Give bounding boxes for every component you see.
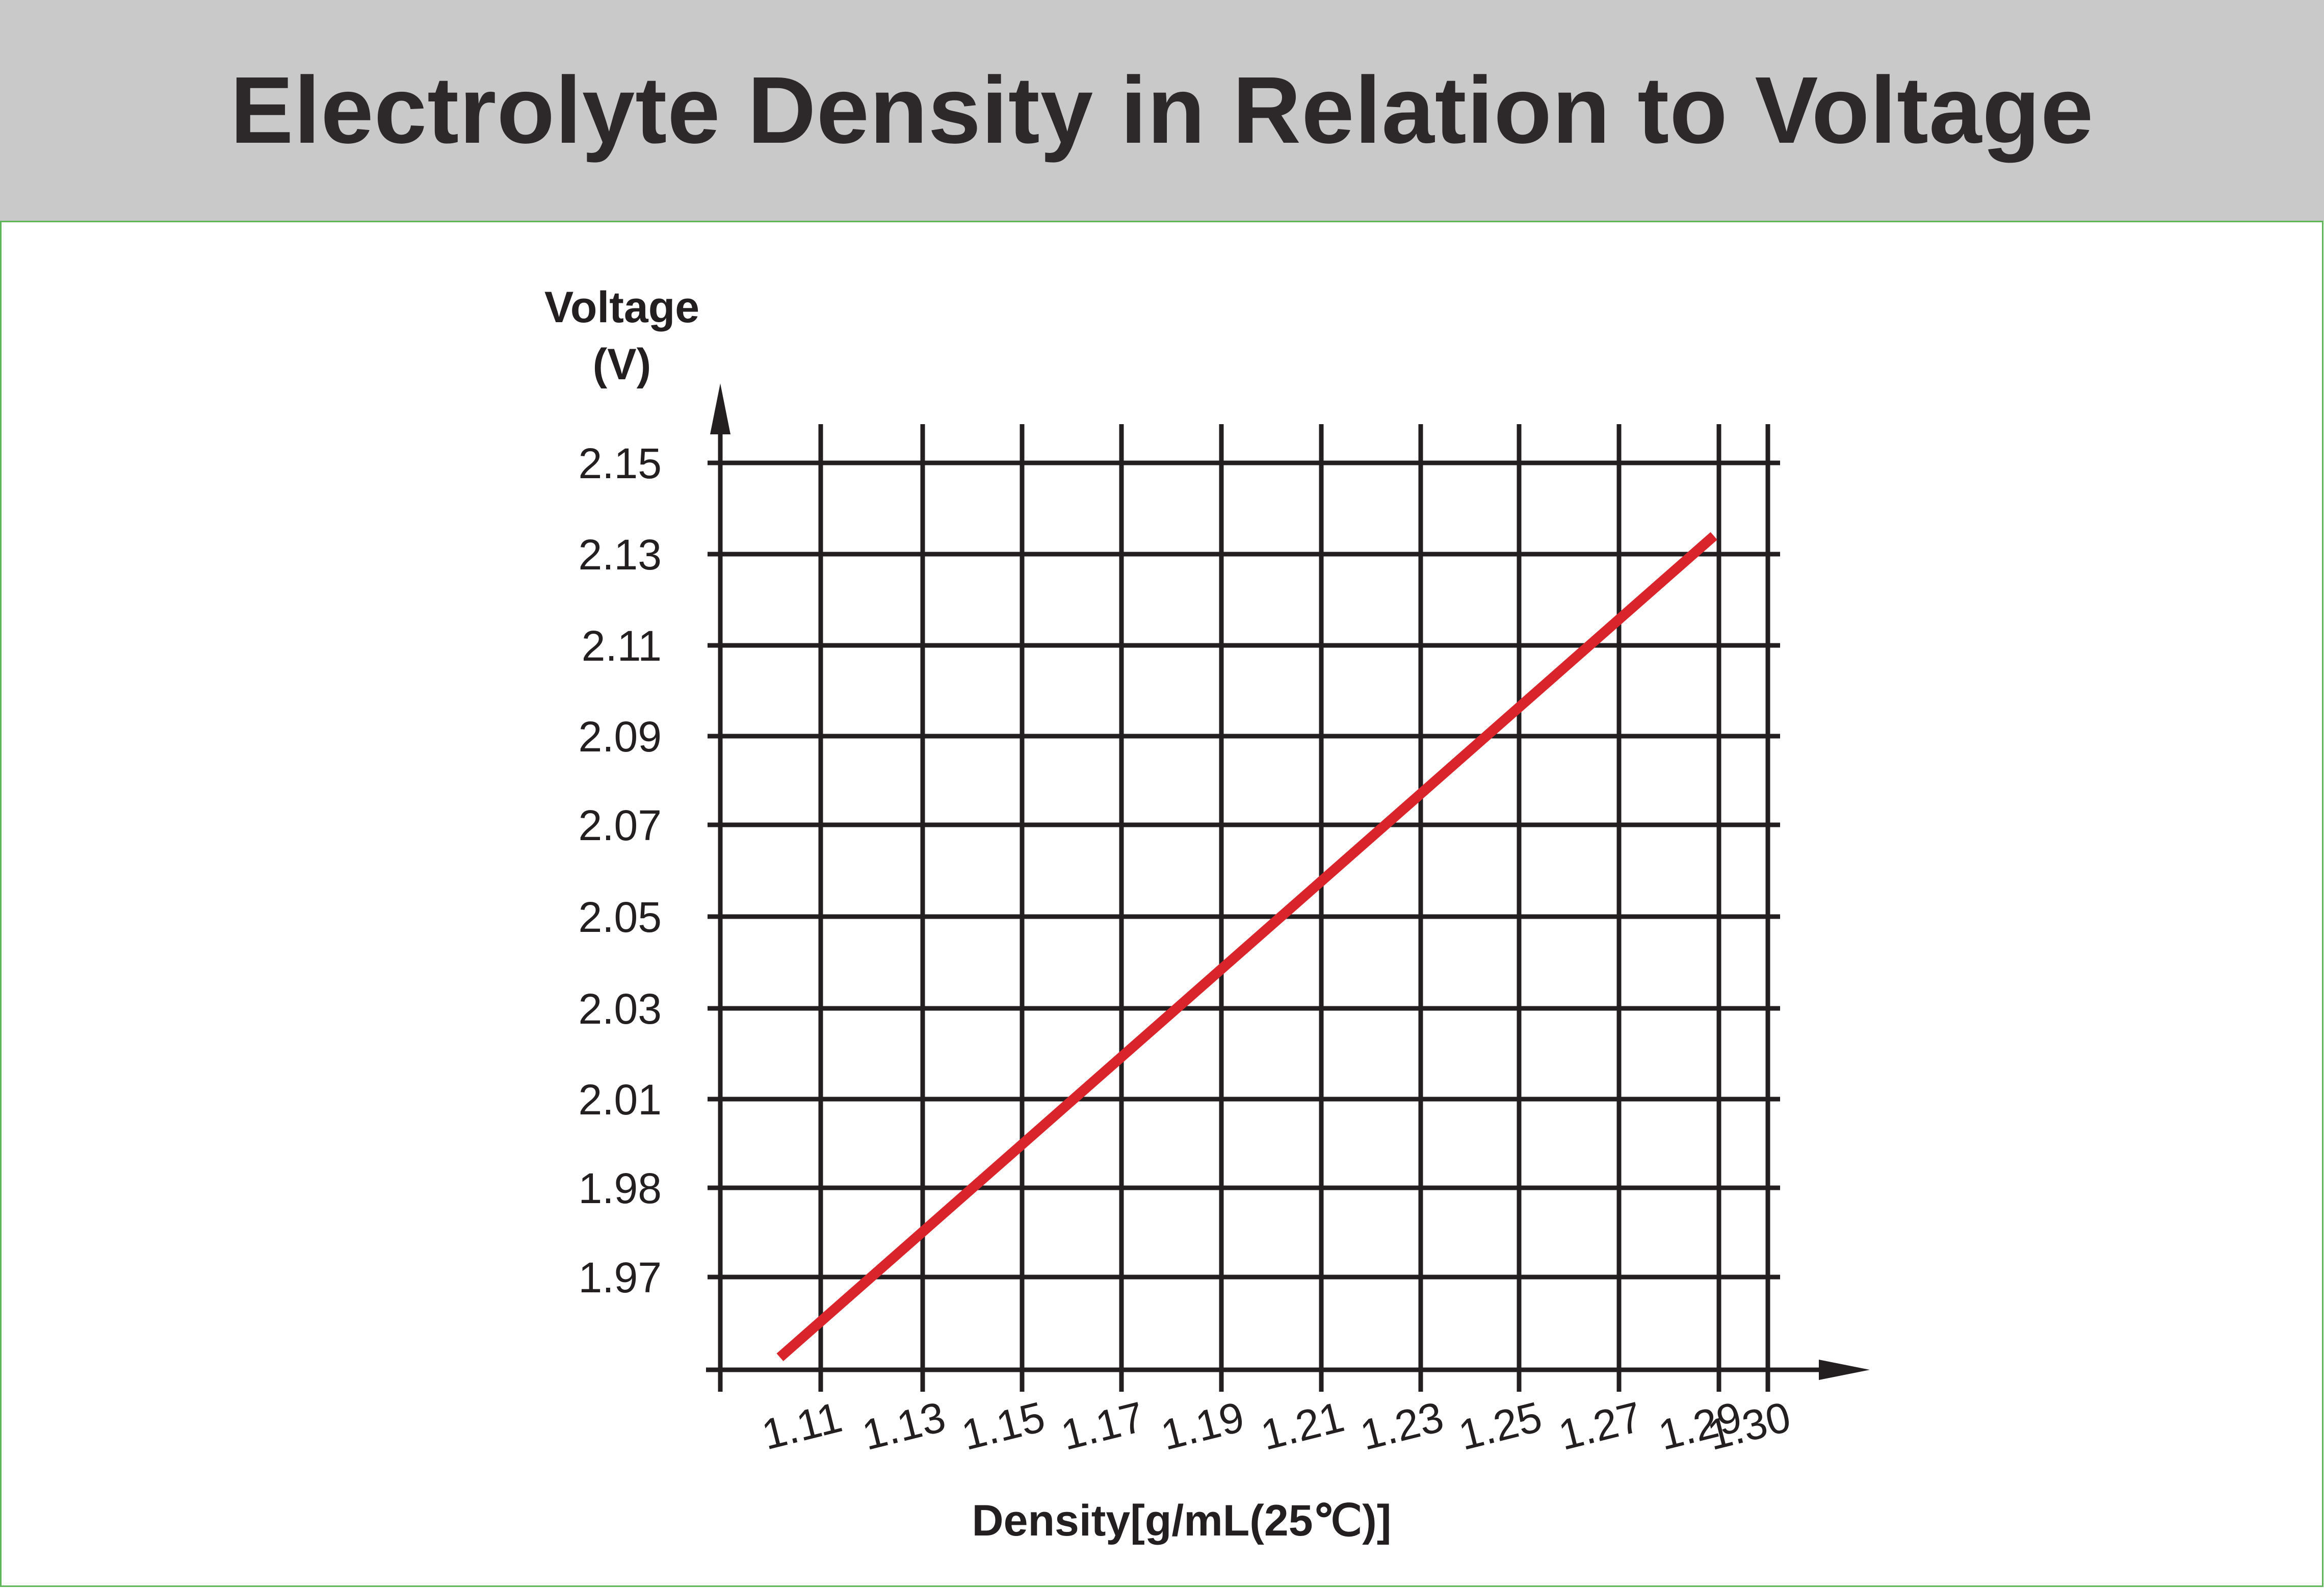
x-tick-label: 1.15	[957, 1392, 1049, 1459]
y-tick-label: 2.13	[579, 531, 662, 579]
y-tick-label: 1.98	[579, 1164, 662, 1212]
x-axis-label: Density[g/mL(25℃)]	[972, 1496, 1392, 1545]
y-axis-unit-label: (V)	[593, 340, 651, 389]
x-axis-arrow	[1819, 1360, 1870, 1380]
x-tick-label: 1.17	[1056, 1392, 1148, 1459]
plot-frame	[0, 221, 2323, 1587]
ticks-layer: 2.15 2.13 2.11 2.09 2.07 2.05 2.03 2.01 1.98 1.97…	[579, 439, 1795, 1459]
x-tick-label: 1.19	[1156, 1392, 1248, 1459]
y-tick-label: 2.01	[579, 1076, 662, 1124]
y-tick-label: 2.11	[582, 622, 662, 670]
y-tick-label: 2.15	[579, 439, 662, 487]
y-tick-label: 2.05	[579, 893, 662, 941]
y-tick-label: 2.07	[579, 801, 662, 849]
x-tick-label: 1.25	[1454, 1392, 1546, 1459]
x-tick-label: 1.27	[1554, 1392, 1646, 1459]
y-tick-label: 2.09	[579, 713, 662, 761]
x-tick-label: 1.21	[1256, 1392, 1348, 1459]
series-line	[776, 532, 1717, 1362]
series-layer	[776, 532, 1717, 1362]
axes-layer	[706, 383, 1870, 1392]
y-tick-label: 2.03	[579, 985, 662, 1033]
x-tick-label: 1.23	[1355, 1392, 1448, 1459]
title-bar: Electrolyte Density in Relation to Volta…	[0, 0, 2324, 221]
y-tick-label: 1.97	[579, 1254, 662, 1301]
y-axis-label: Voltage	[544, 283, 699, 332]
chart-title: Electrolyte Density in Relation to Volta…	[230, 58, 2094, 163]
y-axis-arrow	[710, 383, 730, 434]
x-tick-label: 1.13	[857, 1392, 950, 1459]
x-tick-label: 1.11	[757, 1393, 846, 1459]
grid-layer	[708, 424, 1780, 1392]
